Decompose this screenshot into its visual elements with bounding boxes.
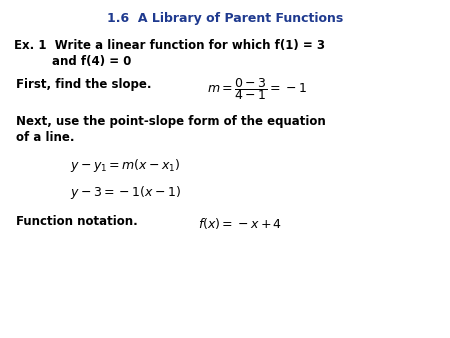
Text: $y - 3 = -1(x - 1)$: $y - 3 = -1(x - 1)$: [70, 184, 181, 201]
Text: Next, use the point-slope form of the equation: Next, use the point-slope form of the eq…: [16, 115, 325, 128]
Text: $m = \dfrac{0-3}{4-1} = -1$: $m = \dfrac{0-3}{4-1} = -1$: [207, 76, 307, 102]
Text: Ex. 1  Write a linear function for which f(1) = 3: Ex. 1 Write a linear function for which …: [14, 39, 324, 52]
Text: Function notation.: Function notation.: [16, 215, 138, 227]
Text: $f(x) = -x + 4$: $f(x) = -x + 4$: [198, 216, 282, 231]
Text: and f(4) = 0: and f(4) = 0: [52, 55, 131, 68]
Text: of a line.: of a line.: [16, 131, 74, 144]
Text: $y - y_1 = m(x - x_1)$: $y - y_1 = m(x - x_1)$: [70, 157, 180, 174]
Text: First, find the slope.: First, find the slope.: [16, 78, 151, 91]
Text: 1.6  A Library of Parent Functions: 1.6 A Library of Parent Functions: [107, 12, 343, 25]
